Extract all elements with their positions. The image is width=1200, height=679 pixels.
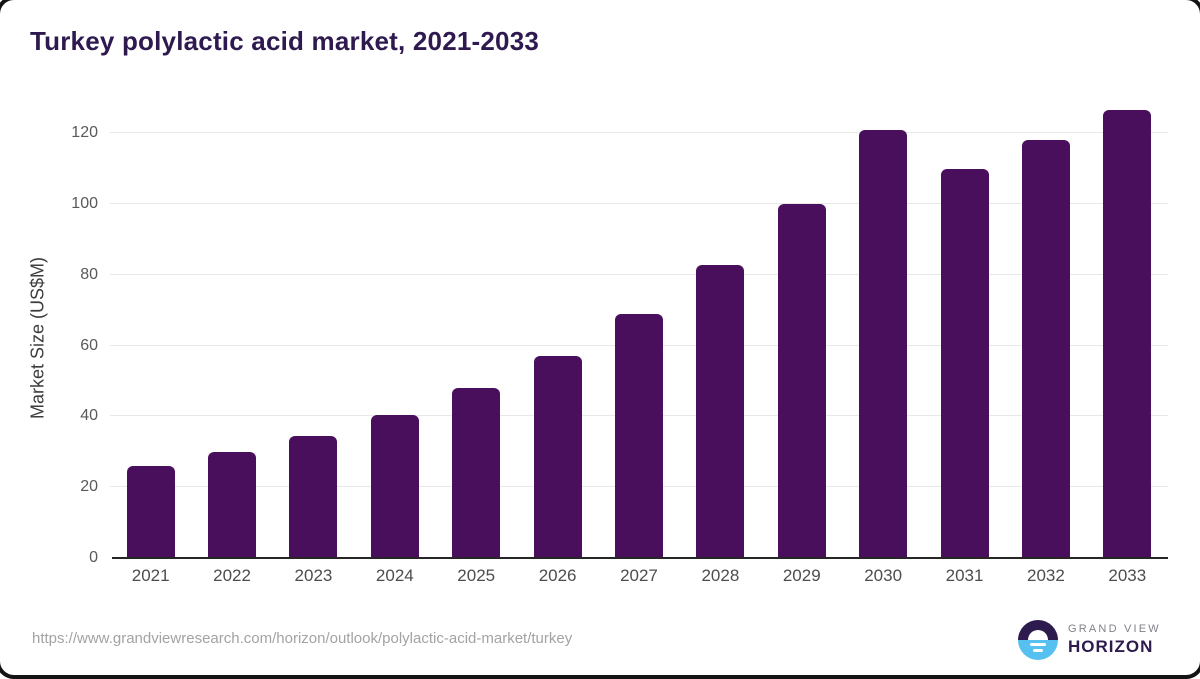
bar-2029[interactable] xyxy=(777,204,826,558)
bar-2022[interactable] xyxy=(208,452,257,558)
bar-2021[interactable] xyxy=(126,466,175,558)
x-tick-label-2023: 2023 xyxy=(294,566,333,585)
x-axis-line xyxy=(112,557,1168,559)
bar-2024[interactable] xyxy=(370,415,419,558)
x-tick-label-2029: 2029 xyxy=(782,566,821,585)
x-tick-label-2032: 2032 xyxy=(1026,566,1065,585)
x-tick-label-2027: 2027 xyxy=(620,566,658,585)
logo-reflection-line-1 xyxy=(1030,642,1046,646)
gridline-100 xyxy=(110,203,1168,205)
bar-2032[interactable] xyxy=(1021,140,1070,558)
logo-sun-shape xyxy=(1028,630,1048,640)
x-axis-tick-labels: 2021 2022 2023 2024 2025 2026 2027 2028 2029 2030… xyxy=(110,566,1168,590)
y-tick-label-0: 0 xyxy=(89,549,98,566)
bar-2028[interactable] xyxy=(696,264,745,558)
x-tick-label-2033: 2033 xyxy=(1108,566,1147,585)
x-tick-label-2031: 2031 xyxy=(945,566,984,585)
bar-chart-plot-area xyxy=(110,99,1168,559)
bar-2033[interactable] xyxy=(1103,109,1152,558)
logo-text: GRAND VIEW HORIZON xyxy=(1068,623,1161,657)
gridline-80 xyxy=(110,273,1168,275)
gridline-120 xyxy=(110,132,1168,134)
x-tick-label-2026: 2026 xyxy=(538,566,577,585)
source-url: https://www.grandviewresearch.com/horizo… xyxy=(32,630,573,647)
x-tick-label-2030: 2030 xyxy=(864,566,903,585)
y-tick-label-20: 20 xyxy=(80,478,98,496)
y-tick-label-100: 100 xyxy=(71,195,98,213)
y-tick-label-120: 120 xyxy=(71,124,98,142)
logo-brand-name: GRAND VIEW xyxy=(1068,623,1161,635)
bar-2031[interactable] xyxy=(940,168,989,558)
y-tick-label-80: 80 xyxy=(80,265,98,283)
x-tick-label-2022: 2022 xyxy=(213,566,251,585)
bar-2027[interactable] xyxy=(615,314,663,558)
logo-product-name: HORIZON xyxy=(1068,637,1154,656)
horizon-sunrise-icon xyxy=(1018,620,1058,660)
logo-reflection-line-2 xyxy=(1033,649,1043,652)
x-tick-label-2025: 2025 xyxy=(457,566,496,585)
x-tick-label-2021: 2021 xyxy=(131,566,170,585)
y-axis-tick-labels: 0 20 40 60 80 100 120 xyxy=(0,99,98,566)
bar-2026[interactable] xyxy=(533,355,582,558)
grand-view-horizon-logo: GRAND VIEW HORIZON xyxy=(1018,620,1161,660)
chart-title: Turkey polylactic acid market, 2021-2033 xyxy=(30,26,540,56)
x-tick-label-2028: 2028 xyxy=(701,566,740,585)
bar-2025[interactable] xyxy=(452,388,501,558)
y-tick-label-40: 40 xyxy=(80,407,98,425)
y-tick-label-60: 60 xyxy=(80,336,98,354)
bar-2030[interactable] xyxy=(859,129,908,558)
x-tick-label-2024: 2024 xyxy=(375,566,414,585)
bar-2023[interactable] xyxy=(289,435,338,558)
